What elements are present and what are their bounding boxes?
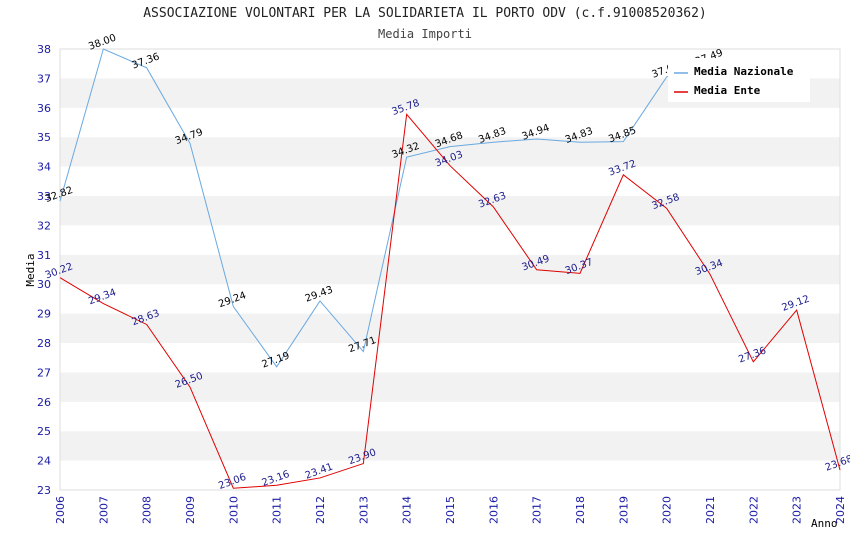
y-axis-label: Media xyxy=(24,253,37,286)
series-line-media-nazionale xyxy=(59,48,711,368)
x-tick-label: 2008 xyxy=(141,496,154,524)
chart-subtitle: Media Importi xyxy=(378,27,472,41)
grid-bands xyxy=(59,48,841,491)
y-tick-label: 32 xyxy=(37,219,51,232)
legend-label-media-nazionale: Media Nazionale xyxy=(694,65,794,78)
series-lines xyxy=(59,48,841,489)
grid-band xyxy=(60,343,840,373)
y-tick-label: 26 xyxy=(37,396,51,409)
grid-band xyxy=(60,313,840,343)
y-tick-label: 29 xyxy=(37,308,51,321)
x-tick-label: 2006 xyxy=(54,496,67,524)
plot-frame xyxy=(59,48,841,491)
legend: Media Nazionale Media Ente xyxy=(668,58,810,102)
y-tick-label: 36 xyxy=(37,102,51,115)
y-tick-label: 34 xyxy=(37,161,51,174)
y-tick-label: 28 xyxy=(37,337,51,350)
x-tick-label: 2017 xyxy=(531,496,544,524)
x-tick-label: 2023 xyxy=(791,496,804,524)
grid-band xyxy=(60,166,840,196)
x-tick-label: 2019 xyxy=(617,496,630,524)
y-tick-label: 35 xyxy=(37,131,51,144)
grid-band xyxy=(60,460,840,490)
y-axis-ticks: 23 24 25 26 27 28 29 30 31 32 33 34 35 36 37 38 xyxy=(37,43,51,497)
y-tick-label: 33 xyxy=(37,190,51,203)
x-tick-label: 2020 xyxy=(661,496,674,524)
y-tick-label: 24 xyxy=(37,455,51,468)
x-axis-label: Anno xyxy=(811,517,838,530)
x-axis-ticks: 2006 2007 2008 2009 2010 2011 2012 2013 2014 2015… xyxy=(54,496,847,524)
x-tick-label: 2014 xyxy=(401,496,414,524)
x-tick-label: 2021 xyxy=(704,496,717,524)
grid-band xyxy=(60,401,840,432)
grid-band xyxy=(60,284,840,314)
chart-title: ASSOCIAZIONE VOLONTARI PER LA SOLIDARIET… xyxy=(143,6,707,21)
grid-band xyxy=(60,137,840,167)
grid-band xyxy=(60,107,840,138)
x-tick-label: 2009 xyxy=(184,496,197,524)
x-tick-label: 2011 xyxy=(271,496,284,524)
x-tick-label: 2013 xyxy=(357,496,370,524)
y-tick-label: 37 xyxy=(37,72,51,85)
x-tick-label: 2018 xyxy=(574,496,587,524)
y-tick-label: 30 xyxy=(37,278,51,291)
x-tick-label: 2016 xyxy=(487,496,500,524)
y-tick-label: 38 xyxy=(37,43,51,56)
y-tick-label: 23 xyxy=(37,484,51,497)
x-tick-label: 2010 xyxy=(227,496,240,524)
legend-background xyxy=(668,58,810,102)
y-tick-label: 25 xyxy=(37,425,51,438)
y-tick-label: 31 xyxy=(37,249,51,262)
grid-band xyxy=(60,225,840,255)
grid-band xyxy=(60,254,840,285)
y-tick-label: 27 xyxy=(37,366,51,379)
x-tick-label: 2007 xyxy=(97,496,110,524)
grid-band xyxy=(60,431,840,461)
grid-band xyxy=(60,196,840,226)
legend-label-media-ente: Media Ente xyxy=(694,84,761,97)
x-tick-label: 2024 xyxy=(834,496,847,524)
x-tick-label: 2012 xyxy=(314,496,327,524)
series-line-media-ente xyxy=(59,113,841,489)
x-tick-label: 2022 xyxy=(747,496,760,524)
x-tick-label: 2015 xyxy=(444,496,457,524)
